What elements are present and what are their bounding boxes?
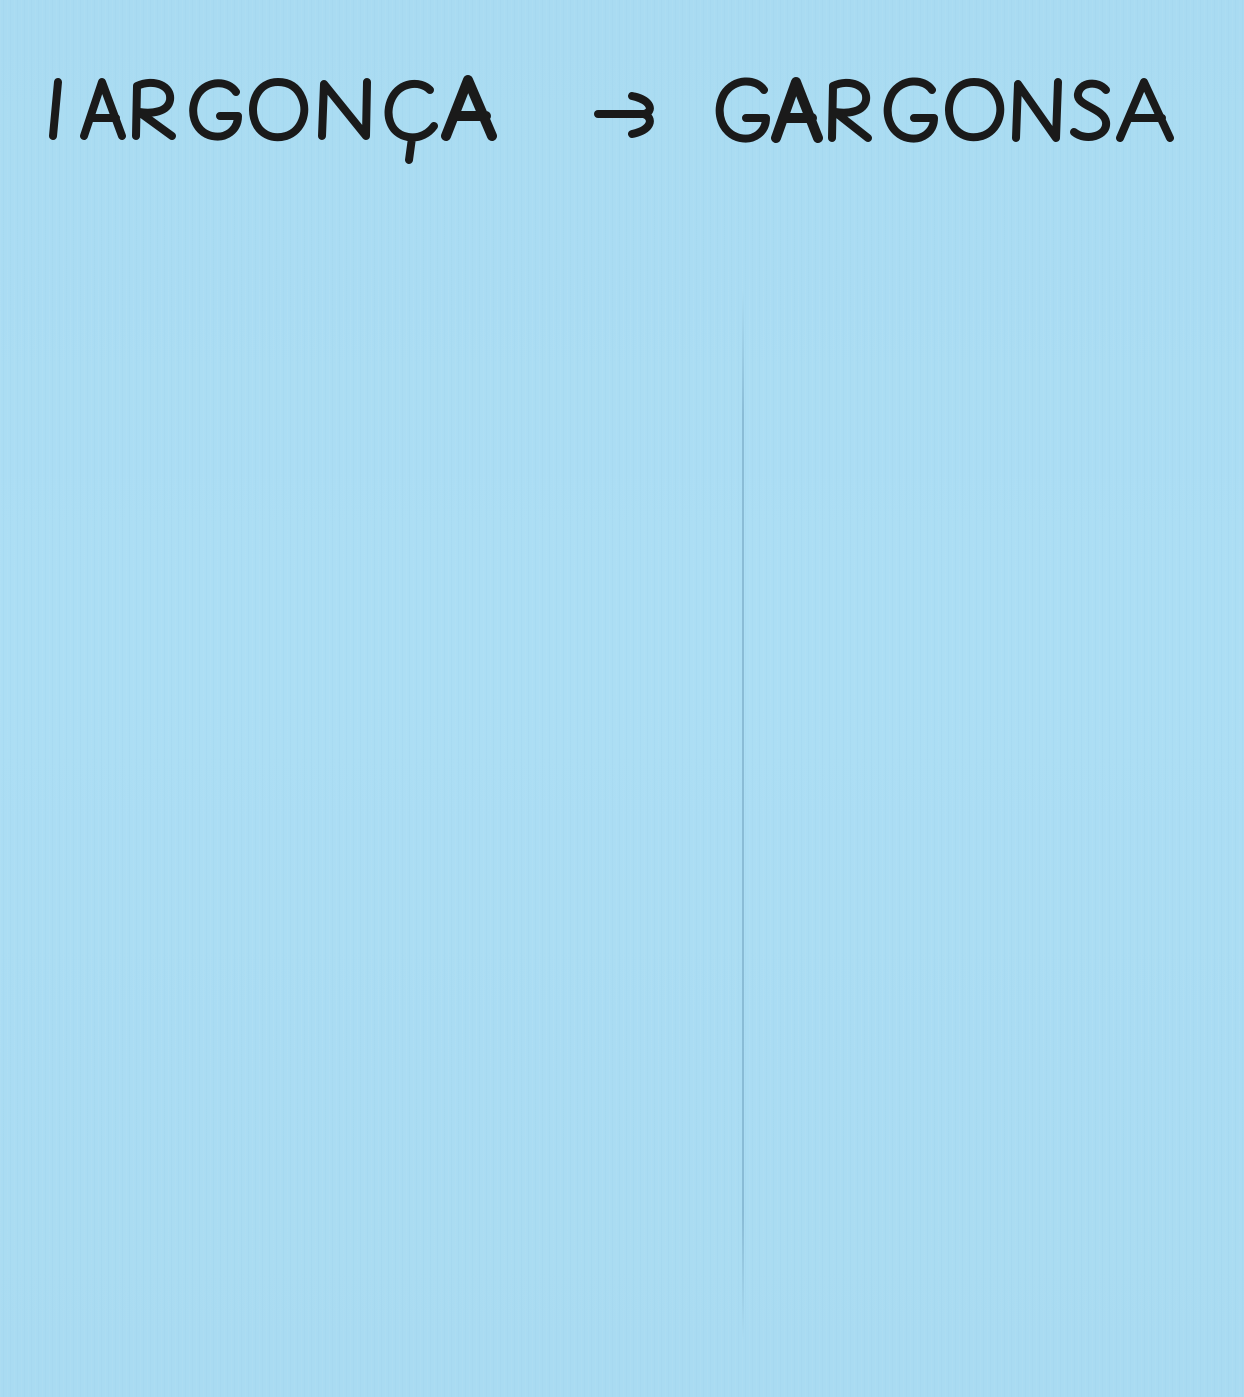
letter-r bbox=[132, 78, 176, 140]
paper-fold-crease bbox=[742, 290, 744, 1340]
letter-n-1 bbox=[1012, 78, 1062, 142]
letter-c-cedilla bbox=[384, 79, 438, 164]
letter-a-1 bbox=[771, 77, 823, 143]
letter-g bbox=[189, 79, 242, 141]
letter-g-2 bbox=[883, 77, 938, 143]
letter-a-2 bbox=[1116, 78, 1174, 142]
letter-a bbox=[80, 78, 126, 140]
letter-o-1 bbox=[945, 78, 1005, 142]
letter-i bbox=[49, 78, 62, 140]
handwritten-note: IARGONÇA → GARGONSA bbox=[40, 60, 1210, 180]
letter-o bbox=[249, 78, 309, 142]
letter-s bbox=[1070, 79, 1110, 141]
letter-g-1 bbox=[715, 77, 770, 143]
arrow-icon bbox=[594, 92, 654, 138]
letter-r-1 bbox=[828, 78, 872, 142]
word-iargonca bbox=[49, 75, 497, 164]
handwriting-drawing bbox=[49, 75, 1174, 164]
word-gargonsa bbox=[715, 77, 1174, 143]
letter-a-final bbox=[441, 75, 497, 141]
letter-n bbox=[318, 78, 371, 140]
